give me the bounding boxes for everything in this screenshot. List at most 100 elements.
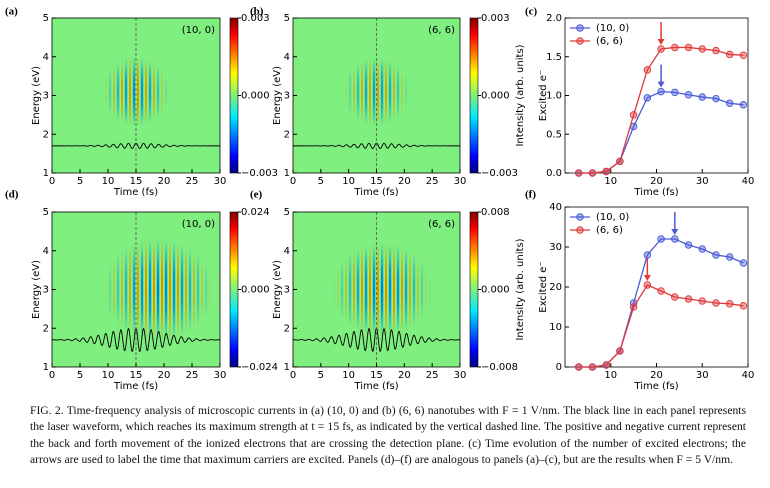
x-tick-label: 0 [290, 176, 296, 187]
data-point [657, 45, 665, 53]
legend-label: (10, 0) [596, 212, 629, 223]
y-tick-label: 4 [43, 52, 49, 63]
x-tick-label: 25 [426, 370, 439, 381]
colorbar-label: Intensity (arb. units) [515, 44, 526, 146]
x-tick-label: 20 [650, 176, 663, 187]
arrow-head [643, 275, 651, 281]
legend-marker [576, 24, 584, 32]
colorbar [469, 17, 479, 174]
x-tick-label: 30 [696, 370, 709, 381]
data-point [588, 169, 597, 177]
data-point [643, 281, 652, 289]
y-axis-label: Excited e⁻ [538, 70, 549, 121]
y-tick-label: 5 [284, 13, 290, 24]
data-point [643, 66, 652, 74]
colorbar [229, 17, 239, 174]
plot-frame [564, 17, 749, 174]
legend-marker [576, 37, 584, 45]
colorbar [469, 211, 479, 368]
x-tick-label: 15 [370, 176, 383, 187]
colorbar-label: Intensity (arb. units) [515, 238, 526, 340]
panel-label: (d) [5, 189, 19, 201]
data-point [712, 94, 720, 103]
arrow-head [671, 229, 679, 235]
x-tick-label: 20 [398, 370, 411, 381]
data-point [671, 43, 679, 52]
x-axis-label: Time (fs) [113, 381, 158, 392]
data-point [739, 51, 748, 59]
y-tick-label: 30 [549, 242, 562, 253]
data-point [684, 241, 693, 249]
data-point [629, 303, 638, 311]
data-point [643, 251, 652, 259]
annotation: (10, 0) [182, 219, 215, 230]
x-tick-label: 10 [102, 370, 115, 381]
y-tick-label: 2 [43, 129, 49, 140]
annotation: (10, 0) [182, 25, 215, 36]
data-point [698, 45, 707, 53]
x-tick-label: 25 [186, 176, 199, 187]
y-tick-label: 3 [284, 91, 290, 102]
data-point [684, 90, 693, 99]
x-tick-label: 25 [426, 176, 439, 187]
x-tick-label: 15 [370, 370, 383, 381]
panel: (e) 0 5 10 15 20 25 30 1 2 3 4 5 (6, 6) 0.008 0.000 −0.0… [250, 189, 526, 392]
panel: (d) 0 5 10 15 20 25 30 1 2 3 4 5 (10, 0) 0.024 0.000 −0.… [5, 189, 278, 392]
y-tick-label: 40 [549, 202, 562, 213]
panel-label: (c) [525, 6, 538, 18]
colorbar-tick-label: 0.003 [481, 13, 510, 24]
x-tick-label: 10 [102, 176, 115, 187]
y-tick-label: 1.5 [546, 52, 562, 63]
y-axis-label: Excited e⁻ [538, 261, 549, 312]
x-tick-label: 40 [742, 176, 755, 187]
panel-label: (e) [250, 189, 263, 201]
panel: (c) 10 20 30 40 0.0 0.5 1.0 1.5 2.0 (10, 0) (6, 6) T… [525, 6, 754, 198]
data-point [588, 363, 597, 371]
data-point [657, 235, 665, 243]
panel-label: (b) [250, 6, 264, 18]
x-axis-label: Time (fs) [113, 187, 158, 198]
data-point [712, 299, 720, 307]
plot-frame [564, 206, 749, 368]
colorbar-tick-label: 0.000 [241, 91, 270, 102]
data-point [739, 101, 748, 109]
data-point [712, 251, 720, 259]
panel: (a) 0 5 10 15 20 25 30 1 2 3 4 5 (10, 0) 0.003 0.000 −0.… [5, 6, 278, 198]
y-tick-label: 1 [284, 168, 290, 179]
y-tick-label: 3 [284, 285, 290, 296]
data-point [629, 111, 638, 119]
data-point [684, 43, 693, 52]
x-tick-label: 10 [342, 370, 355, 381]
x-tick-label: 10 [604, 176, 617, 187]
colorbar-tick-label: 0.000 [481, 91, 510, 102]
x-tick-label: 20 [398, 176, 411, 187]
data-point [698, 245, 707, 253]
x-tick-label: 40 [742, 370, 755, 381]
data-point [684, 295, 693, 303]
data-point [671, 293, 679, 301]
data-point [574, 169, 583, 177]
x-tick-label: 5 [318, 370, 324, 381]
data-point [602, 361, 610, 369]
y-tick-label: 2 [284, 323, 290, 334]
data-point [725, 300, 734, 308]
y-tick-label: 4 [284, 52, 290, 63]
x-axis-label: Time (fs) [633, 187, 678, 198]
data-point [698, 297, 707, 305]
y-tick-label: 4 [43, 246, 49, 257]
data-point [657, 287, 665, 295]
y-axis-label: Energy (eV) [272, 66, 283, 125]
data-point [725, 50, 734, 59]
x-tick-label: 5 [77, 176, 83, 187]
data-point [698, 93, 707, 101]
annotation: (6, 6) [428, 219, 455, 230]
colorbar-tick-label: −0.003 [241, 168, 278, 179]
y-axis-label: Energy (eV) [272, 260, 283, 319]
x-tick-label: 30 [696, 176, 709, 187]
y-tick-label: 1 [43, 168, 49, 179]
data-point [712, 46, 720, 55]
data-point [616, 157, 624, 166]
y-tick-label: 2.0 [546, 13, 562, 24]
